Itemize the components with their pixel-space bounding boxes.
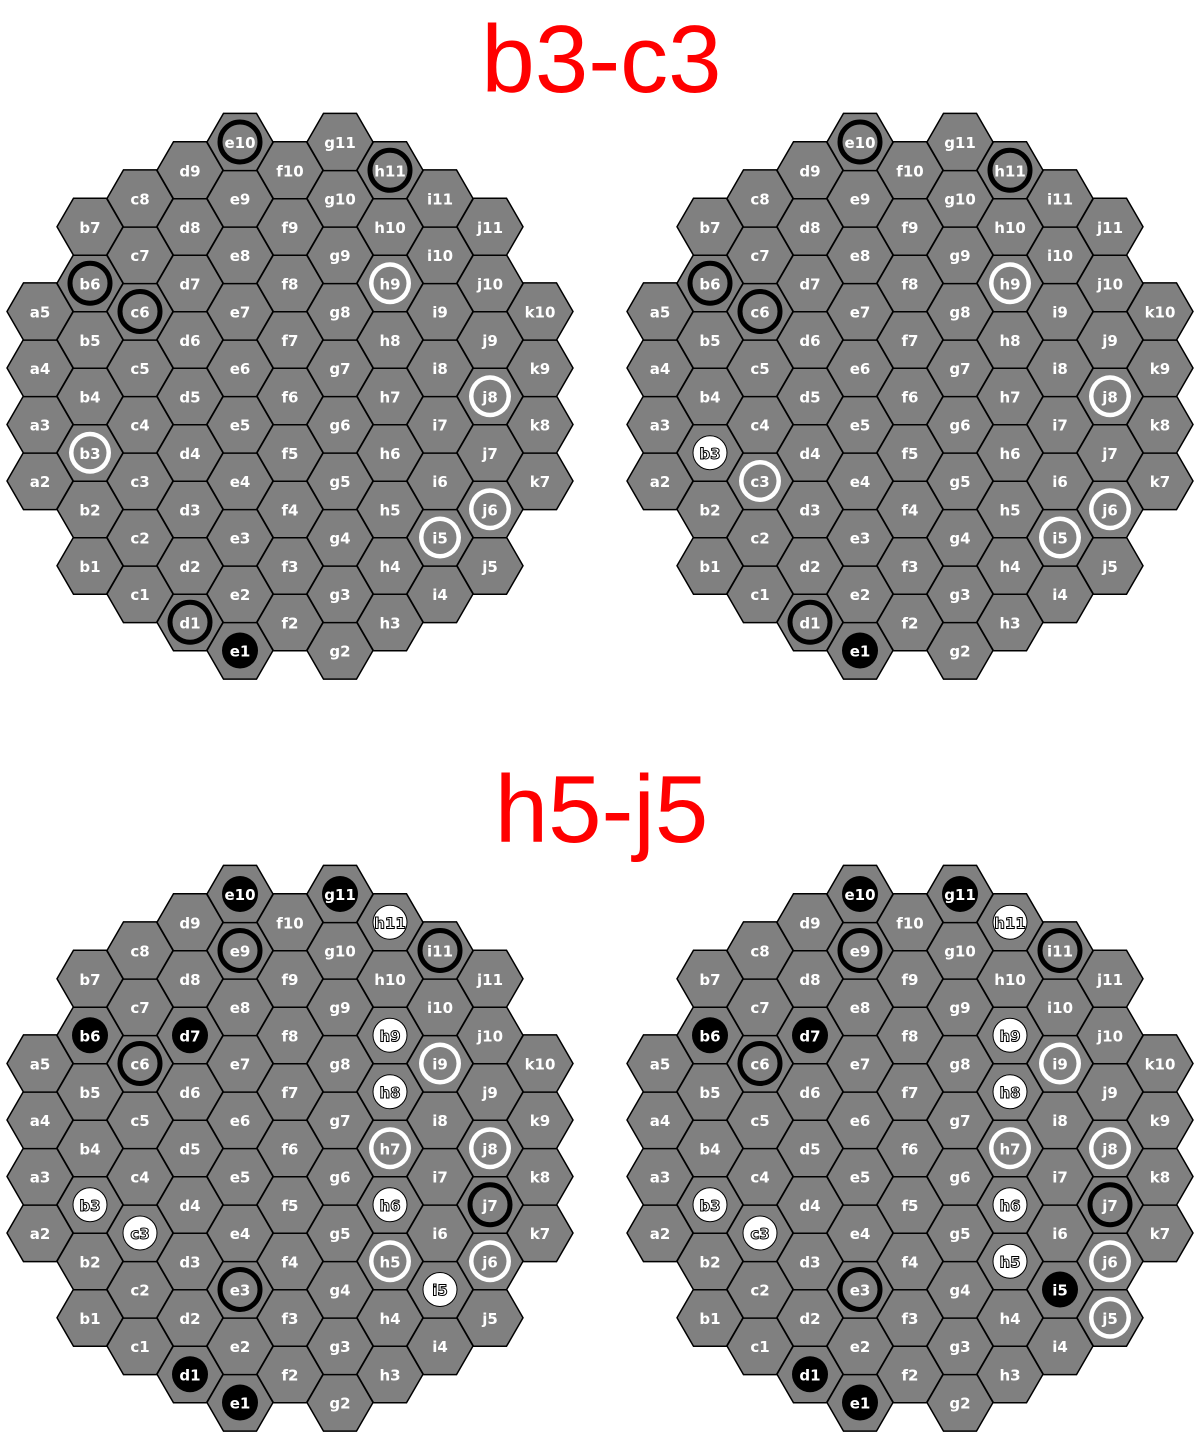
white-ring-inner — [423, 1047, 457, 1080]
white-stone — [372, 1187, 408, 1223]
black-ring-marker — [1037, 928, 1083, 973]
white-ring-inner — [993, 266, 1027, 300]
hex-cell — [1076, 197, 1144, 257]
move-heading-2: h5-j5 — [494, 756, 709, 863]
cell-b3[interactable]: b3 — [56, 423, 124, 483]
white-ring-inner — [1093, 1131, 1127, 1165]
board-diagram-3: a2a3a4a5b1b2b3b4b5b6b7c1c2c3c4c5c6c7c8d1… — [6, 864, 574, 1432]
white-stone — [372, 1074, 408, 1110]
black-ring-marker — [167, 599, 213, 645]
cell-h9[interactable]: h9 — [976, 253, 1044, 313]
cell-j6[interactable]: j6 — [456, 1231, 524, 1291]
black-stone — [792, 1017, 828, 1054]
white-ring-inner — [993, 1131, 1027, 1165]
white-stone — [992, 904, 1028, 940]
black-ring-marker — [417, 928, 463, 973]
white-ring-inner — [423, 521, 457, 554]
hex-cell — [1076, 949, 1144, 1009]
white-stone — [692, 1187, 728, 1223]
white-ring-inner — [1093, 492, 1127, 526]
board-diagram-4: a2a3a4a5b1b2b3b4b5b6b7c1c2c3c4c5c6c7c8d1… — [626, 864, 1194, 1432]
cell-j6[interactable]: j6 — [1076, 1231, 1144, 1291]
black-stone — [692, 1017, 728, 1054]
black-ring-marker — [737, 1041, 783, 1086]
white-stone — [422, 1272, 458, 1307]
black-stone — [172, 1356, 208, 1393]
white-ring-inner — [1043, 521, 1077, 554]
move-heading-1: b3-c3 — [481, 6, 722, 113]
white-ring-inner — [473, 492, 507, 526]
white-ring-inner — [1093, 1301, 1127, 1335]
white-stone — [992, 1074, 1028, 1110]
black-ring-marker — [217, 1267, 263, 1312]
black-stone — [842, 1384, 878, 1421]
hex-cell — [1126, 282, 1194, 341]
white-stone — [372, 1017, 408, 1053]
black-ring-marker — [687, 260, 733, 306]
black-stone — [792, 1356, 828, 1393]
black-ring-marker — [467, 1182, 513, 1228]
board-diagram-1: a2a3a4a5b1b2b3b4b5b6b7c1c2c3c4c5c6c7c8d1… — [6, 112, 574, 680]
white-stone — [122, 1215, 158, 1251]
white-ring-inner — [743, 464, 777, 498]
white-ring-inner — [1093, 379, 1127, 413]
black-stone — [942, 876, 978, 912]
black-ring-marker — [787, 599, 833, 645]
black-ring-marker — [117, 1041, 163, 1086]
white-stone — [992, 1017, 1028, 1053]
white-stone — [742, 1215, 778, 1251]
white-ring-inner — [73, 436, 107, 470]
black-stone — [72, 1017, 108, 1054]
hex-cell — [506, 1034, 574, 1093]
hex-cell — [456, 197, 524, 257]
white-ring-inner — [373, 1244, 407, 1278]
hex-cell — [506, 282, 574, 341]
black-ring-marker — [987, 147, 1033, 193]
cell-h5[interactable]: h5 — [356, 1231, 424, 1291]
white-stone — [372, 904, 408, 940]
black-ring-marker — [67, 260, 113, 306]
black-ring-marker — [837, 928, 883, 973]
hex-cell — [456, 949, 524, 1009]
white-ring-inner — [1043, 1047, 1077, 1080]
black-ring-marker — [737, 289, 783, 334]
black-stone — [322, 876, 358, 912]
black-ring-marker — [1087, 1182, 1133, 1228]
white-stone — [992, 1243, 1028, 1279]
black-ring-marker — [217, 928, 263, 973]
white-ring-inner — [1093, 1244, 1127, 1278]
black-ring-marker — [117, 289, 163, 334]
cell-d7[interactable]: d7 — [156, 1005, 224, 1065]
black-ring-marker — [837, 1267, 883, 1312]
white-ring-inner — [473, 1244, 507, 1278]
cell-d7[interactable]: d7 — [776, 1005, 844, 1065]
black-stone — [222, 1384, 258, 1421]
white-ring-inner — [473, 379, 507, 413]
black-stone — [1042, 1271, 1078, 1308]
white-stone — [692, 435, 728, 471]
white-stone — [72, 1187, 108, 1223]
white-ring-inner — [473, 1131, 507, 1165]
black-stone — [842, 876, 878, 912]
black-stone — [842, 632, 878, 669]
black-ring-marker — [367, 147, 413, 193]
white-ring-inner — [373, 1131, 407, 1165]
board-diagram-2: a2a3a4a5b1b2b3b4b5b6b7c1c2c3c4c5c6c7c8d1… — [626, 112, 1194, 680]
black-stone — [222, 876, 258, 912]
black-stone — [222, 632, 258, 669]
white-stone — [992, 1187, 1028, 1223]
black-ring-marker — [837, 119, 883, 165]
cell-j8[interactable]: j8 — [456, 366, 524, 426]
hex-cell — [1126, 1034, 1194, 1093]
black-stone — [172, 1017, 208, 1054]
black-ring-marker — [217, 119, 263, 165]
white-ring-inner — [373, 266, 407, 300]
